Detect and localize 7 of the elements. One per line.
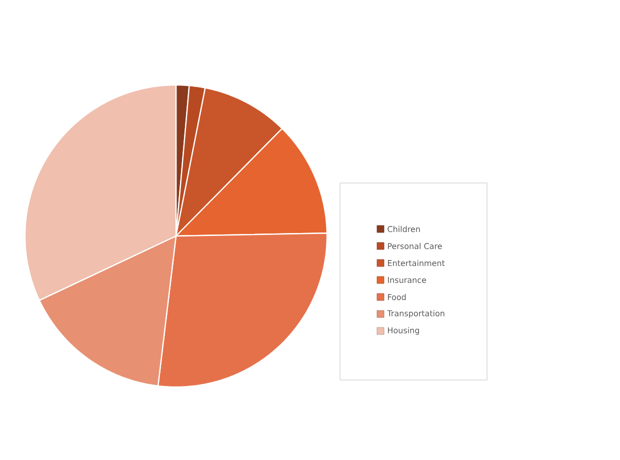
legend-label: Insurance <box>388 277 426 283</box>
legend-label: Transportation <box>387 310 444 318</box>
legend-label: Entertainment <box>388 260 445 266</box>
legend-label: Personal Care <box>388 242 442 250</box>
legend-label: Housing <box>388 327 419 335</box>
legend-label: Children <box>388 226 420 232</box>
legend-label: Food <box>388 294 406 300</box>
